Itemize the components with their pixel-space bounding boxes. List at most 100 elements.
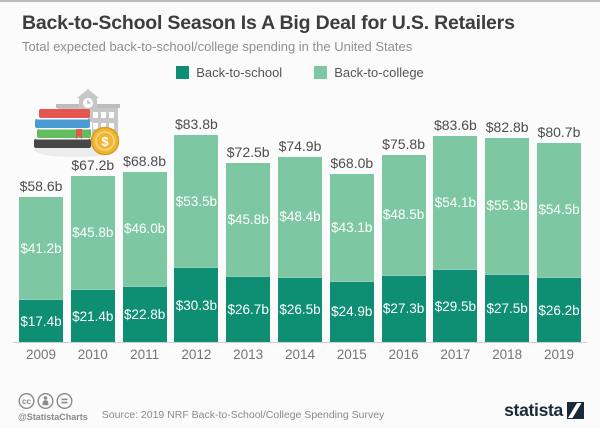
- x-axis-line: [13, 342, 587, 343]
- bar-segment-back-to-college: $48.5b: [381, 154, 426, 275]
- bar-value-label: $45.8b: [227, 212, 269, 227]
- bar-total-label: $58.6b: [19, 178, 63, 195]
- bar-value-label: $26.7b: [227, 302, 269, 318]
- x-axis-label: 2019: [543, 347, 574, 362]
- x-axis-label: 2010: [77, 347, 108, 362]
- bar-segment-back-to-school: $17.4b: [19, 299, 63, 342]
- bar-segment-back-to-school: $29.5b: [433, 269, 478, 342]
- source-text: Source: 2019 NRF Back-to-School/College …: [101, 409, 385, 421]
- x-axis-label: 2013: [233, 347, 264, 362]
- bar-value-label: $43.1b: [331, 219, 373, 235]
- bar-value-label: $46.0b: [123, 221, 166, 237]
- bar-segment-back-to-college: $54.1b: [433, 135, 478, 270]
- bar-column: $58.6b $41.2b $17.4b: [19, 178, 63, 342]
- bar-total-label: $74.9b: [278, 138, 322, 154]
- legend: Back-to-school Back-to-college: [0, 65, 600, 80]
- x-axis-label: 2018: [492, 347, 523, 362]
- statista-logo: statista: [504, 400, 584, 422]
- svg-text:cc: cc: [22, 397, 31, 406]
- x-axis-label: 2009: [25, 347, 57, 362]
- bar-total-label: $82.8b: [485, 118, 529, 135]
- school-books-coin-illustration: $: [34, 89, 120, 157]
- bar-total-label: $75.8b: [382, 135, 425, 152]
- bar-column: $74.9b $48.4b $26.5b: [277, 138, 322, 342]
- bar-column: $75.8b $48.5b $27.3b: [381, 135, 426, 342]
- bar-value-label: $22.8b: [123, 306, 166, 322]
- bar-total-label: $72.5b: [226, 143, 270, 160]
- legend-label: Back-to-college: [334, 65, 424, 80]
- bar-segment-back-to-college: $53.5b: [174, 135, 219, 268]
- bar-value-label: $29.5b: [434, 298, 477, 314]
- bar-total-label: $67.2b: [71, 157, 115, 174]
- x-axis-label: 2012: [181, 347, 212, 362]
- bar-value-label: $54.5b: [538, 202, 580, 218]
- bar-value-label: $24.9b: [331, 304, 373, 320]
- x-axis-label: 2014: [284, 347, 315, 362]
- bar-total-label: $83.8b: [174, 116, 218, 133]
- bar-value-label: $54.1b: [434, 194, 477, 210]
- svg-text:$: $: [101, 134, 109, 149]
- bar-total-label: $80.7b: [537, 123, 581, 140]
- bar-value-label: $53.5b: [175, 193, 218, 209]
- bar-value-label: $21.4b: [72, 308, 114, 324]
- legend-item-back-to-college: Back-to-college: [314, 65, 424, 80]
- bar-segment-back-to-college: $48.4b: [277, 157, 322, 277]
- x-axis: 2009 2010 2011 2012 2013 2014 2015 2016 2017 2018…: [19, 347, 581, 362]
- bar-segment-back-to-college: $43.1b: [329, 174, 374, 281]
- bar-column: $80.7b $54.5b $26.2b: [536, 123, 581, 342]
- bar-segment-back-to-college: $45.8b: [70, 176, 115, 290]
- page-title: Back-to-School Season Is A Big Deal for …: [22, 12, 515, 34]
- bar-value-label: $27.3b: [382, 301, 425, 317]
- bar-value-label: $30.3b: [175, 297, 218, 313]
- bar-segment-back-to-school: $21.4b: [70, 289, 115, 342]
- bar-value-label: $26.2b: [538, 302, 580, 318]
- bars: $58.6b $41.2b $17.4b $67.2b $45.8b $21.4b $68.…: [19, 111, 581, 342]
- bar-column: $82.8b $55.3b $27.5b: [485, 118, 530, 342]
- statista-charts-handle: @StatistaCharts: [18, 412, 88, 422]
- bar-value-label: $55.3b: [486, 198, 528, 214]
- bar-segment-back-to-school: $27.3b: [381, 274, 426, 342]
- bar-column: $83.6b $54.1b $29.5b: [433, 116, 478, 342]
- license-block: cc @StatistaCharts: [18, 392, 88, 422]
- bar-value-label: $45.8b: [72, 225, 114, 241]
- bar-total-label: $68.0b: [330, 155, 374, 172]
- back-to-college-swatch-icon: [314, 66, 328, 79]
- bar-column: $72.5b $45.8b $26.7b: [226, 143, 271, 342]
- bar-total-label: $83.6b: [433, 116, 477, 133]
- bar-segment-back-to-school: $26.5b: [277, 276, 322, 342]
- bar-column: $83.8b $53.5b $30.3b: [174, 116, 219, 342]
- bar-segment-back-to-school: $27.5b: [485, 274, 530, 342]
- books-stack-icon: [34, 109, 91, 148]
- bar-segment-back-to-school: $30.3b: [174, 267, 219, 342]
- bar-segment-back-to-school: $26.2b: [536, 277, 581, 342]
- bar-segment-back-to-college: $46.0b: [122, 172, 167, 286]
- bar-segment-back-to-school: $22.8b: [122, 285, 167, 342]
- attribution-person-icon: [37, 392, 54, 410]
- bar-segment-back-to-college: $54.5b: [536, 142, 581, 278]
- bar-segment-back-to-college: $55.3b: [485, 137, 530, 275]
- cc-icon: cc: [18, 392, 35, 410]
- footer: cc @StatistaCharts Source: 2019 NRF Back…: [18, 392, 584, 422]
- bar-value-label: $26.5b: [279, 302, 321, 318]
- bar-value-label: $27.5b: [486, 301, 528, 317]
- equal-icon: [56, 392, 73, 410]
- back-to-school-swatch-icon: [176, 66, 190, 79]
- statista-logo-text: statista: [504, 400, 563, 420]
- bar-segment-back-to-school: $26.7b: [226, 276, 271, 342]
- x-axis-label: 2016: [388, 347, 419, 362]
- bar-segment-back-to-school: $24.9b: [329, 280, 374, 342]
- x-axis-label: 2017: [440, 347, 471, 362]
- bar-column: $68.0b $43.1b $24.9b: [329, 155, 374, 342]
- x-axis-label: 2011: [130, 347, 160, 362]
- legend-label: Back-to-school: [196, 65, 283, 80]
- page-subtitle: Total expected back-to-school/college sp…: [22, 39, 413, 54]
- bar-segment-back-to-college: $45.8b: [226, 162, 271, 277]
- dollar-coin-icon: $: [90, 126, 120, 156]
- bar-value-label: $48.5b: [382, 207, 425, 223]
- bar-total-label: $68.8b: [123, 153, 166, 170]
- bar-column: $67.2b $45.8b $21.4b: [70, 157, 115, 342]
- bar-value-label: $41.2b: [20, 240, 62, 256]
- bar-value-label: $17.4b: [20, 313, 62, 329]
- legend-item-back-to-school: Back-to-school: [176, 65, 282, 80]
